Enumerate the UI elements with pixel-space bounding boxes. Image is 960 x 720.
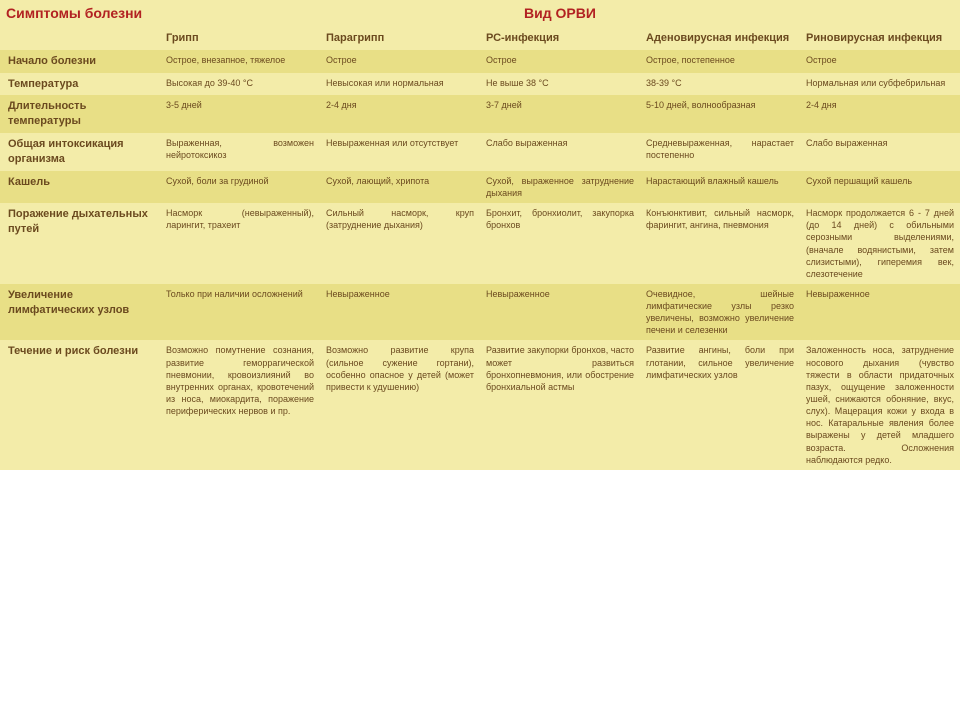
col-header: РС-инфекция [480, 27, 640, 50]
table-cell: Острое [480, 50, 640, 73]
main-header: Вид ОРВИ [160, 0, 960, 27]
row-label: Увеличение лимфатических узлов [0, 284, 160, 341]
table-cell: Невыраженное [320, 284, 480, 341]
table-cell: Конъюнктивит, сильный насморк, фарингит,… [640, 203, 800, 284]
table-row: Течение и риск болезниВозможно помутнени… [0, 340, 960, 469]
table-cell: Нарастающий влажный кашель [640, 171, 800, 203]
table-cell: Невыраженное [480, 284, 640, 341]
table-cell: 3-5 дней [160, 95, 320, 133]
table-cell: Сильный насморк, круп (затруднение дыхан… [320, 203, 480, 284]
table-cell: Сухой першащий кашель [800, 171, 960, 203]
table-row: Начало болезниОстрое, внезапное, тяжелое… [0, 50, 960, 73]
table-cell: 2-4 дня [800, 95, 960, 133]
table-cell: Сухой, лающий, хрипота [320, 171, 480, 203]
table-cell: Острое, постепенное [640, 50, 800, 73]
table-cell: Возможно развитие крупа (сильное сужение… [320, 340, 480, 469]
table-row: Длительность температуры3-5 дней2-4 дня3… [0, 95, 960, 133]
table-cell: Острое, внезапное, тяжелое [160, 50, 320, 73]
table-cell: Невыраженная или отсутствует [320, 133, 480, 171]
table-cell: Средневыраженная, нарастает постепенно [640, 133, 800, 171]
table-cell: Заложенность носа, затруднение носового … [800, 340, 960, 469]
table-cell: 5-10 дней, волнообразная [640, 95, 800, 133]
table-row: КашельСухой, боли за грудинойСухой, лающ… [0, 171, 960, 203]
row-label: Общая интоксикация организма [0, 133, 160, 171]
table-cell: 2-4 дня [320, 95, 480, 133]
table-cell: Слабо выраженная [800, 133, 960, 171]
row-label: Температура [0, 73, 160, 96]
table-cell: Насморк продолжается 6 - 7 дней (до 14 д… [800, 203, 960, 284]
row-label: Течение и риск болезни [0, 340, 160, 469]
table-cell: Развитие ангины, боли при глотании, силь… [640, 340, 800, 469]
table-cell: Невысокая или нормальная [320, 73, 480, 96]
col-header: Грипп [160, 27, 320, 50]
col-header: Парагрипп [320, 27, 480, 50]
table-cell: Развитие закупорки бронхов, часто может … [480, 340, 640, 469]
table-cell: 3-7 дней [480, 95, 640, 133]
comparison-table: Симптомы болезниВид ОРВИГриппПарагриппРС… [0, 0, 960, 470]
table-cell: Возможно помутнение сознания, развитие г… [160, 340, 320, 469]
table-cell: Невыраженное [800, 284, 960, 341]
row-label: Длительность температуры [0, 95, 160, 133]
table-row: ТемператураВысокая до 39-40 °СНевысокая … [0, 73, 960, 96]
symptoms-header: Симптомы болезни [0, 0, 160, 50]
table-cell: Острое [320, 50, 480, 73]
table-cell: 38-39 °С [640, 73, 800, 96]
table-cell: Нормальная или субфебрильная [800, 73, 960, 96]
table-cell: Только при наличии осложнений [160, 284, 320, 341]
table-cell: Бронхит, бронхиолит, закупорка бронхов [480, 203, 640, 284]
table-cell: Сухой, выраженное затруднение дыхания [480, 171, 640, 203]
col-header: Риновирусная инфекция [800, 27, 960, 50]
row-label: Поражение дыхательных путей [0, 203, 160, 284]
table-cell: Слабо выраженная [480, 133, 640, 171]
table-cell: Высокая до 39-40 °С [160, 73, 320, 96]
col-header: Аденовирусная инфекция [640, 27, 800, 50]
table-cell: Сухой, боли за грудиной [160, 171, 320, 203]
table-cell: Насморк (невыраженный), ларингит, трахеи… [160, 203, 320, 284]
table-row: Увеличение лимфатических узловТолько при… [0, 284, 960, 341]
table-cell: Не выше 38 °С [480, 73, 640, 96]
table-row: Общая интоксикация организмаВыраженная, … [0, 133, 960, 171]
table-cell: Очевидное, шейные лимфатические узлы рез… [640, 284, 800, 341]
table-cell: Острое [800, 50, 960, 73]
row-label: Кашель [0, 171, 160, 203]
table-cell: Выраженная, возможен нейротоксикоз [160, 133, 320, 171]
row-label: Начало болезни [0, 50, 160, 73]
table-row: Поражение дыхательных путейНасморк (невы… [0, 203, 960, 284]
